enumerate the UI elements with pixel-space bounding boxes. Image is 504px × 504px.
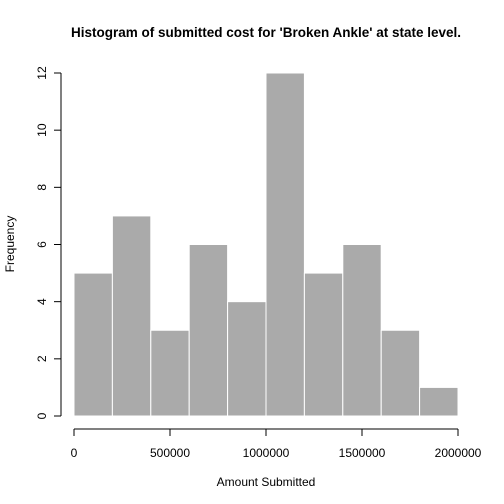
y-tick-label-4: 8 — [35, 184, 49, 191]
x-tick-label-4: 2000000 — [435, 446, 482, 460]
histogram-bar-4 — [227, 301, 267, 417]
x-axis: 0 500000 1000000 1500000 2000000 — [71, 428, 482, 460]
x-tick-label-0: 0 — [71, 446, 78, 460]
histogram-bar-6 — [303, 272, 344, 417]
histogram-bar-9 — [419, 386, 459, 417]
y-axis-label: Frequency — [3, 216, 17, 273]
x-tick-label-2: 1000000 — [243, 446, 290, 460]
y-tick-label-2: 4 — [35, 298, 49, 305]
x-tick-label-1: 500000 — [150, 446, 190, 460]
y-tick-label-5: 10 — [35, 123, 49, 137]
histogram-bar-8 — [380, 329, 421, 417]
histogram-bar-3 — [188, 244, 229, 417]
histogram-bar-7 — [342, 244, 382, 417]
y-tick-label-6: 12 — [35, 66, 49, 80]
x-tick-label-3: 1500000 — [339, 446, 386, 460]
histogram-bar-0 — [73, 272, 113, 417]
histogram-bar-5 — [265, 72, 305, 417]
histogram-bar-1 — [111, 215, 152, 417]
chart-title: Histogram of submitted cost for 'Broken … — [71, 25, 461, 40]
histogram-bar-2 — [150, 329, 190, 417]
y-tick-label-1: 2 — [35, 355, 49, 362]
x-axis-label: Amount Submitted — [217, 475, 316, 489]
y-axis: 0 2 4 6 8 10 12 — [35, 66, 62, 419]
bars-group — [73, 72, 459, 417]
y-tick-label-0: 0 — [35, 412, 49, 419]
y-tick-label-3: 6 — [35, 241, 49, 248]
